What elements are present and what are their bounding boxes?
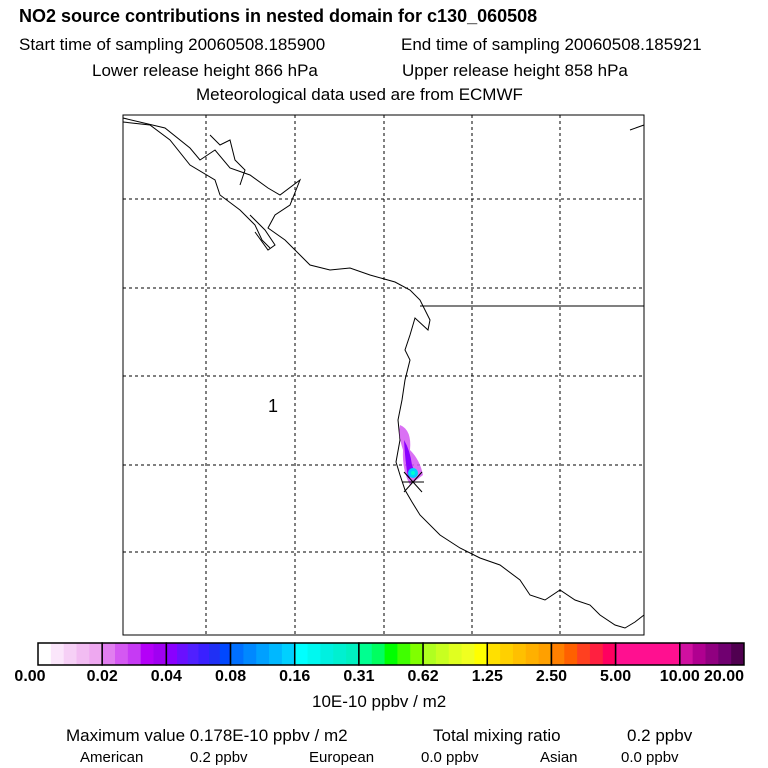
colorbar-cell (602, 643, 617, 665)
colorbar-cell (487, 643, 501, 665)
colorbar-cell (589, 643, 604, 665)
colorbar-cell (666, 643, 681, 665)
colorbar-tick-label: 0.02 (86, 668, 118, 685)
colorbar-cell (564, 643, 578, 665)
colorbar-cell (89, 643, 103, 665)
colorbar-tick-label: 0.04 (150, 668, 182, 685)
colorbar-segment (679, 642, 745, 666)
colorbar-cell (140, 643, 155, 665)
colorbar-tick-label: 0.62 (407, 668, 439, 685)
colorbar-cell (102, 643, 116, 665)
colorbar-cell (500, 643, 514, 665)
colorbar-cell (294, 643, 309, 665)
colorbar-unit: 10E-10 ppbv / m2 (312, 692, 447, 711)
start-time: Start time of sampling 20060508.185900 (19, 35, 326, 54)
colorbar-cell (551, 643, 565, 665)
colorbar-cell (281, 643, 296, 665)
colorbar-tick-label: 0.31 (343, 668, 375, 685)
colorbar-cell (705, 643, 719, 665)
colorbar-cell (448, 643, 463, 665)
colorbar-cell (397, 643, 411, 665)
met-data: Meteorological data used are from ECMWF (196, 85, 523, 104)
colorbar-cell (577, 643, 591, 665)
colorbar-cell (615, 643, 629, 665)
colorbar-cell (38, 643, 52, 665)
colorbar-cell (115, 643, 129, 665)
colorbar-cell (320, 643, 334, 665)
colorbar-cell (153, 643, 167, 665)
colorbar-cell (209, 643, 221, 665)
colorbar-cell (423, 643, 437, 665)
american-value: 0.2 ppbv (190, 749, 248, 766)
colorbar-cell (525, 643, 540, 665)
colorbar-cell (50, 643, 65, 665)
colorbar-cell (243, 643, 257, 665)
colorbar-cell (461, 643, 475, 665)
colorbar-cell (307, 643, 321, 665)
colorbar (37, 642, 745, 666)
total-mixing-value: 0.2 ppbv (627, 726, 693, 745)
colorbar-cell (177, 643, 189, 665)
colorbar-cell (333, 643, 347, 665)
upper-release-height: Upper release height 858 hPa (402, 61, 628, 80)
colorbar-cell (219, 643, 232, 665)
colorbar-cell (474, 643, 488, 665)
release-location-marker (402, 471, 424, 493)
asian-label: Asian (540, 749, 578, 766)
colorbar-cell (410, 643, 424, 665)
colorbar-cell (127, 643, 142, 665)
colorbar-tick-label: 1.25 (471, 668, 503, 685)
colorbar-cell (371, 643, 386, 665)
colorbar-cell (230, 643, 244, 665)
colorbar-cell (654, 643, 668, 665)
colorbar-cell (187, 643, 199, 665)
lower-release-height: Lower release height 866 hPa (92, 61, 318, 80)
colorbar-cell (166, 643, 178, 665)
total-mixing-label: Total mixing ratio (433, 726, 561, 745)
colorbar-tick-label: 2.50 (535, 668, 568, 685)
max-value: Maximum value 0.178E-10 ppbv / m2 (66, 726, 348, 745)
grid-lines (123, 115, 644, 635)
colorbar-cell (718, 643, 732, 665)
colorbar-cell (628, 643, 642, 665)
european-label: European (309, 749, 375, 766)
plume (399, 425, 424, 493)
colorbar-cell (679, 643, 694, 665)
end-time: End time of sampling 20060508.185921 (401, 35, 702, 54)
colorbar-cell (641, 643, 655, 665)
colorbar-cell (198, 643, 210, 665)
colorbar-cell (435, 643, 450, 665)
colorbar-cell (538, 643, 552, 665)
colorbar-cell (256, 643, 270, 665)
map-label: 1 (268, 396, 278, 416)
colorbar-cell (269, 643, 283, 665)
colorbar-tick-label: 5.00 (600, 668, 632, 685)
american-label: American (80, 749, 144, 766)
coastline (122, 117, 645, 629)
colorbar-tick-label: 0.16 (279, 668, 311, 685)
colorbar-cell (346, 643, 360, 665)
colorbar-cell (384, 643, 398, 665)
colorbar-cell (358, 643, 373, 665)
colorbar-tick-label: 0.08 (214, 668, 247, 685)
chart-title: NO2 source contributions in nested domai… (19, 6, 538, 26)
colorbar-tick-label: 10.00 (659, 668, 700, 685)
colorbar-cell (512, 643, 527, 665)
colorbar-cell (63, 643, 78, 665)
colorbar-cell (692, 643, 706, 665)
colorbar-cell (76, 643, 90, 665)
colorbar-cell (731, 643, 745, 665)
colorbar-tick-label: 0.00 (14, 668, 46, 685)
european-value: 0.0 ppbv (421, 749, 479, 766)
colorbar-tick-label: 20.00 (703, 668, 745, 685)
asian-value: 0.0 ppbv (621, 749, 679, 766)
